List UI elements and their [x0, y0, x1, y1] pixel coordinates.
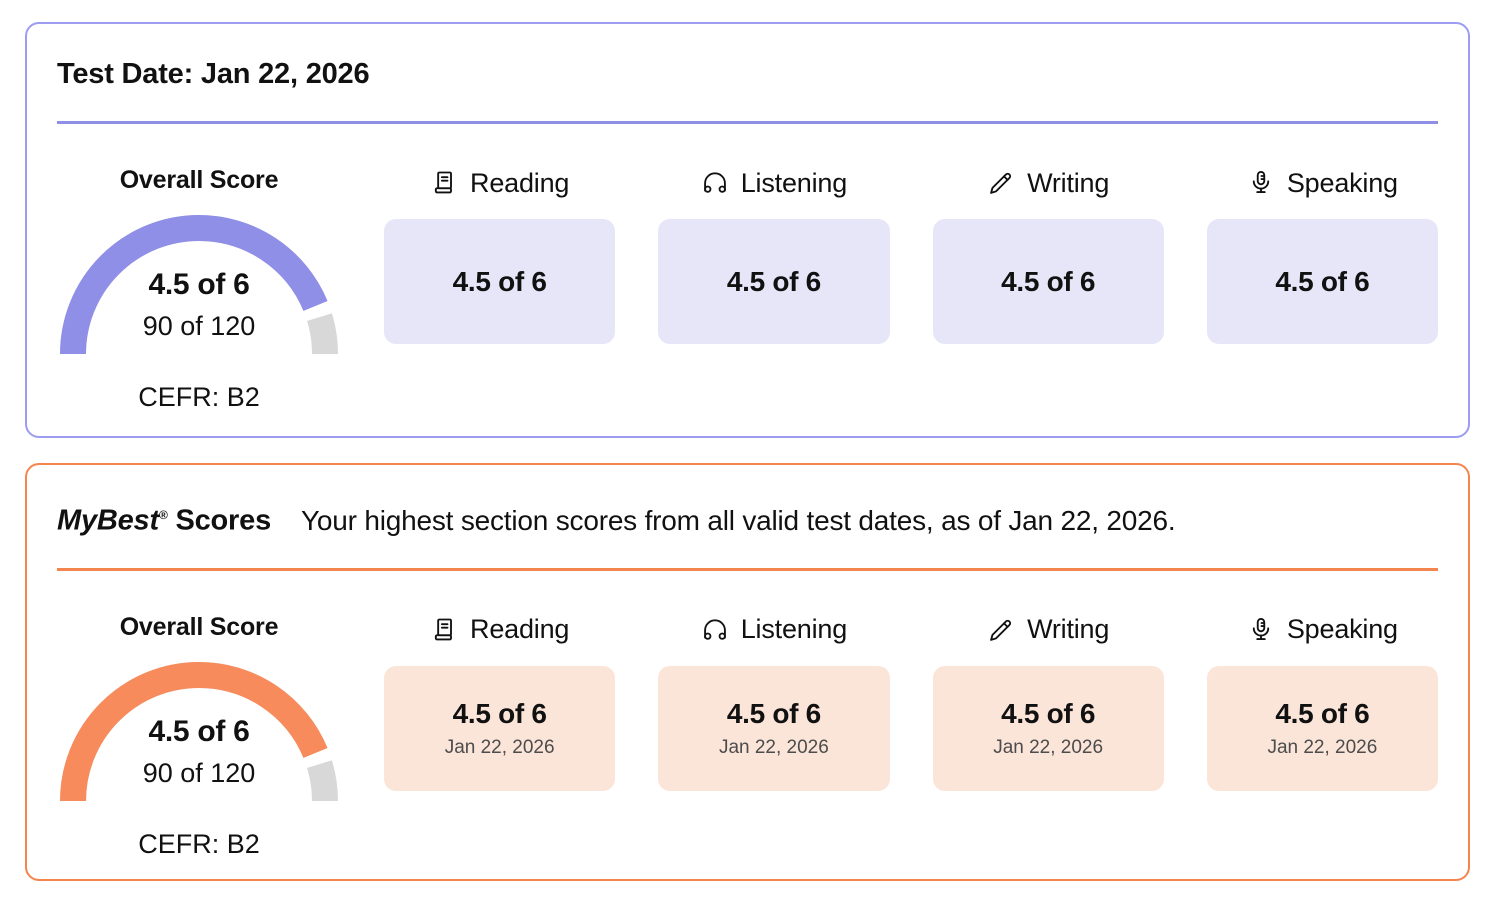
- mybest-listening-score-box: 4.5 of 6 Jan 22, 2026: [658, 665, 890, 791]
- writing-header: Writing: [933, 613, 1164, 647]
- listening-label: Listening: [740, 614, 848, 645]
- speaking-header: Speaking: [1207, 613, 1438, 647]
- mybest-listening-date: Jan 22, 2026: [718, 736, 829, 758]
- headphones-icon: [701, 169, 729, 197]
- speaking-header: Speaking: [1207, 166, 1438, 200]
- writing-header: Writing: [933, 166, 1164, 200]
- gauge-arc: [59, 211, 339, 355]
- overall-score-points: 90 of 120: [142, 311, 256, 341]
- cefr-level: CEFR: B2: [138, 382, 260, 412]
- speaking-label: Speaking: [1286, 167, 1398, 198]
- listening-label: Listening: [740, 167, 848, 198]
- test-date-scores-row: Overall Score 4.5 of 6 90 of 120 CEFR: B…: [57, 166, 1438, 413]
- mybest-speaking-score: 4.5 of 6: [1275, 697, 1370, 729]
- speaking-score-box: 4.5 of 6: [1206, 219, 1438, 344]
- writing-label: Writing: [1027, 167, 1110, 198]
- mybest-reading-score-box: 4.5 of 6 Jan 22, 2026: [384, 665, 616, 791]
- listening-score-box: 4.5 of 6: [658, 219, 890, 344]
- listening-score: 4.5 of 6: [726, 265, 821, 297]
- mybest-writing-score: 4.5 of 6: [1001, 697, 1096, 729]
- section-reading: Reading 4.5 of 6: [384, 166, 616, 413]
- mybest-brand: MyBest: [57, 504, 159, 537]
- mybest-title-row: MyBest® Scores Your highest section scor…: [57, 498, 1438, 538]
- test-date-card: Test Date: Jan 22, 2026 Overall Score 4.…: [25, 22, 1470, 438]
- test-date-divider: [57, 121, 1438, 124]
- mybest-title: MyBest® Scores: [57, 498, 271, 538]
- reading-label: Reading: [470, 614, 570, 645]
- mybest-cefr-level: CEFR: B2: [138, 828, 260, 859]
- section-listening: Listening 4.5 of 6: [658, 166, 890, 413]
- pencil-icon: [987, 169, 1015, 197]
- book-icon: [430, 169, 458, 197]
- microphone-icon: [1247, 169, 1275, 197]
- mybest-section-listening: Listening 4.5 of 6 Jan 22, 2026: [658, 613, 890, 860]
- reading-label: Reading: [470, 167, 570, 198]
- gauge-text: 4.5 of 6 90 of 120: [59, 268, 339, 342]
- mybest-scores-row: Overall Score 4.5 of 6 90 of 120 CEFR: B…: [57, 613, 1438, 860]
- mybest-section-speaking: Speaking 4.5 of 6 Jan 22, 2026: [1206, 613, 1438, 860]
- listening-header: Listening: [658, 613, 889, 647]
- mybest-writing-score-box: 4.5 of 6 Jan 22, 2026: [932, 665, 1164, 791]
- mybest-title-rest: Scores: [167, 504, 271, 537]
- book-icon: [430, 616, 458, 644]
- pencil-icon: [987, 616, 1015, 644]
- headphones-icon: [701, 616, 729, 644]
- mybest-overall-score-block: Overall Score 4.5 of 6 90 of 120 CEFR: B…: [57, 613, 341, 860]
- mybest-speaking-date: Jan 22, 2026: [1267, 736, 1378, 758]
- reading-header: Reading: [384, 166, 615, 200]
- test-date-title: Test Date: Jan 22, 2026: [57, 58, 370, 90]
- mybest-writing-date: Jan 22, 2026: [993, 736, 1104, 758]
- mybest-reading-score: 4.5 of 6: [452, 697, 547, 729]
- mybest-overall-score-value: 4.5 of 6: [148, 714, 250, 748]
- mybest-subtitle: Your highest section scores from all val…: [301, 504, 1176, 536]
- speaking-score: 4.5 of 6: [1275, 265, 1370, 297]
- overall-score-gauge: 4.5 of 6 90 of 120: [59, 208, 339, 358]
- mybest-overall-score-gauge: 4.5 of 6 90 of 120: [59, 655, 339, 805]
- mybest-overall-score-label: Overall Score: [119, 612, 279, 641]
- gauge-text: 4.5 of 6 90 of 120: [59, 715, 339, 789]
- mybest-reading-date: Jan 22, 2026: [444, 736, 555, 758]
- section-writing: Writing 4.5 of 6: [932, 166, 1164, 413]
- mybest-overall-score-points: 90 of 120: [142, 757, 256, 788]
- reading-score-box: 4.5 of 6: [384, 219, 616, 344]
- overall-score-label: Overall Score: [119, 166, 279, 194]
- score-report-page: Test Date: Jan 22, 2026 Overall Score 4.…: [25, 22, 1470, 881]
- gauge-arc: [59, 657, 339, 801]
- writing-score-box: 4.5 of 6: [932, 219, 1164, 344]
- mybest-section-writing: Writing 4.5 of 6 Jan 22, 2026: [932, 613, 1164, 860]
- mybest-section-reading: Reading 4.5 of 6 Jan 22, 2026: [384, 613, 616, 860]
- overall-score-value: 4.5 of 6: [148, 268, 250, 301]
- reading-header: Reading: [384, 613, 615, 647]
- mybest-listening-score: 4.5 of 6: [726, 697, 821, 729]
- section-speaking: Speaking 4.5 of 6: [1206, 166, 1438, 413]
- reading-score: 4.5 of 6: [452, 265, 547, 297]
- listening-header: Listening: [658, 166, 889, 200]
- microphone-icon: [1247, 616, 1275, 644]
- mybest-divider: [57, 567, 1438, 571]
- registered-mark: ®: [158, 508, 168, 522]
- mybest-scores-card: MyBest® Scores Your highest section scor…: [25, 463, 1470, 881]
- writing-label: Writing: [1027, 614, 1110, 645]
- overall-score-block: Overall Score 4.5 of 6 90 of 120 CEFR: B…: [57, 166, 341, 413]
- writing-score: 4.5 of 6: [1001, 265, 1096, 297]
- mybest-speaking-score-box: 4.5 of 6 Jan 22, 2026: [1206, 665, 1438, 791]
- speaking-label: Speaking: [1286, 614, 1398, 645]
